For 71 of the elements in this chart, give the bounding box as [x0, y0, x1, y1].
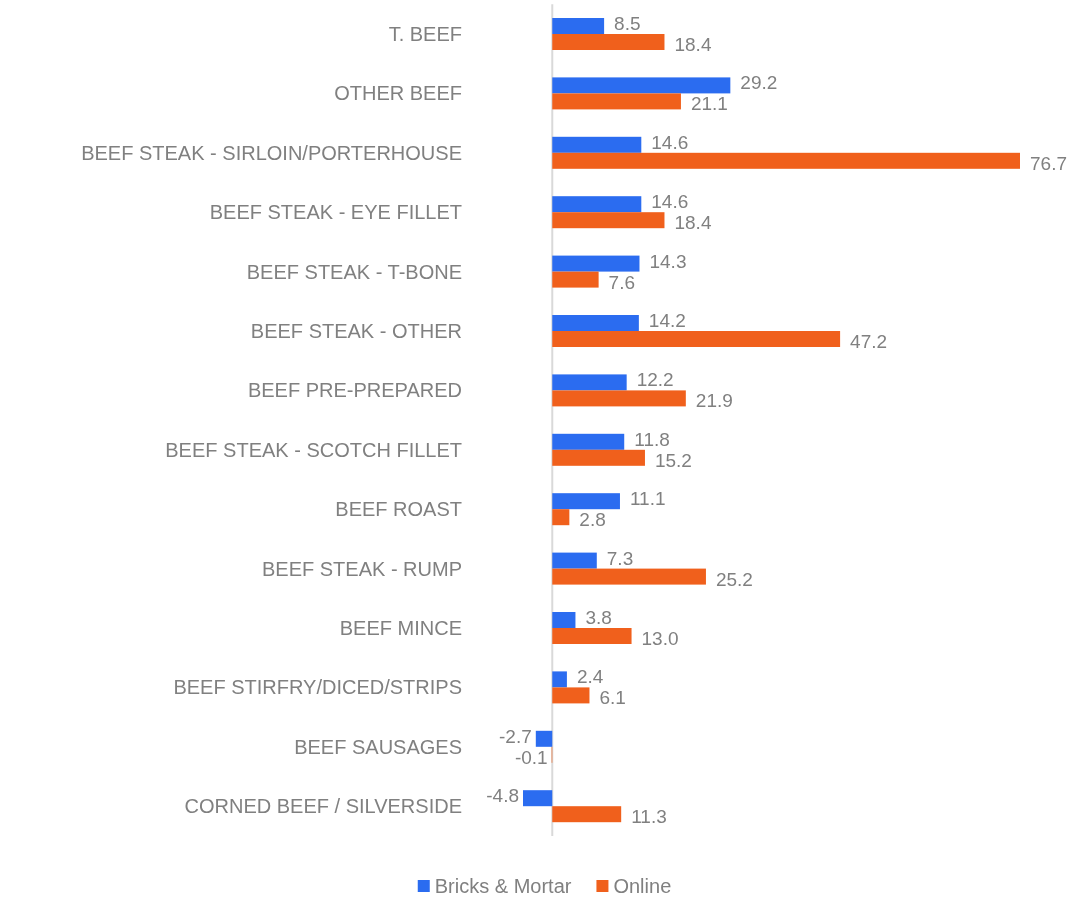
data-label: -2.7	[499, 725, 532, 747]
legend-label: Bricks & Mortar	[434, 875, 572, 897]
bar	[552, 568, 706, 585]
data-label: 6.1	[599, 687, 626, 709]
y-tick-label: BEEF STEAK - SIRLOIN/PORTERHOUSE	[81, 141, 462, 164]
data-label: 14.6	[651, 131, 689, 153]
y-tick-label: T. BEEF	[388, 23, 462, 45]
bar	[552, 806, 622, 823]
y-tick-label: CORNED BEEF / SILVERSIDE	[184, 795, 462, 818]
data-label: 25.2	[715, 568, 753, 590]
y-tick-label: BEEF PRE-PREPARED	[247, 379, 462, 402]
bar	[552, 136, 642, 153]
bar	[552, 331, 841, 347]
bar	[552, 612, 576, 628]
bar	[552, 687, 590, 704]
data-label: 3.8	[585, 607, 612, 628]
y-tick-label: BEEF STEAK - SCOTCH FILLET	[165, 438, 462, 461]
bar	[552, 18, 605, 34]
y-tick-label: BEEF ROAST	[335, 498, 462, 521]
bar	[552, 449, 645, 466]
data-label: 14.2	[648, 310, 686, 331]
data-label: 13.0	[641, 628, 679, 649]
bar	[552, 255, 640, 272]
data-label: 7.6	[608, 271, 636, 293]
data-label: 2.8	[579, 509, 606, 531]
bar	[552, 152, 1020, 169]
data-label: 14.3	[649, 250, 687, 272]
data-label: 21.1	[690, 93, 728, 115]
bar	[552, 509, 570, 526]
y-tick-label: BEEF STEAK - EYE FILLET	[209, 201, 462, 224]
data-label: 18.4	[674, 34, 712, 55]
y-tick-label: BEEF STEAK - OTHER	[250, 320, 462, 342]
data-label: 18.4	[674, 212, 712, 234]
data-label: 47.2	[850, 331, 888, 352]
bar	[552, 671, 567, 688]
data-label: 29.2	[740, 72, 778, 94]
bar	[552, 212, 665, 229]
bar	[552, 374, 627, 391]
bar	[552, 552, 597, 569]
data-label: 21.9	[695, 390, 733, 412]
y-tick-label: OTHER BEEF	[334, 82, 462, 105]
data-label: 11.3	[631, 806, 667, 828]
data-label: -4.8	[486, 785, 519, 807]
data-label: 14.6	[651, 191, 689, 213]
bar	[552, 93, 681, 110]
bar	[552, 196, 642, 213]
data-label: 11.1	[629, 488, 666, 510]
bar	[552, 77, 731, 94]
bar	[552, 34, 665, 50]
bar	[552, 390, 686, 407]
y-tick-label: BEEF SAUSAGES	[294, 735, 462, 758]
data-label: 2.4	[576, 666, 604, 688]
bar	[552, 271, 599, 288]
data-label: 76.7	[1030, 152, 1067, 174]
bar	[523, 790, 553, 807]
data-label: 8.5	[614, 13, 641, 34]
legend-label: Online	[613, 875, 672, 897]
data-label: 15.2	[654, 449, 692, 471]
data-label: 12.2	[636, 369, 674, 391]
data-label: 11.8	[634, 428, 670, 450]
bar	[552, 315, 639, 331]
y-tick-label: BEEF STIRFRY/DICED/STRIPS	[173, 676, 462, 699]
y-tick-label: BEEF MINCE	[339, 617, 462, 639]
bar	[552, 493, 620, 510]
y-tick-label: BEEF STEAK - T-BONE	[246, 260, 462, 283]
y-tick-label: BEEF STEAK - RUMP	[261, 557, 462, 580]
bar	[535, 730, 553, 747]
data-label: -0.1	[514, 746, 548, 768]
data-label: 7.3	[606, 547, 634, 569]
bar	[552, 628, 632, 644]
bar	[552, 433, 625, 450]
